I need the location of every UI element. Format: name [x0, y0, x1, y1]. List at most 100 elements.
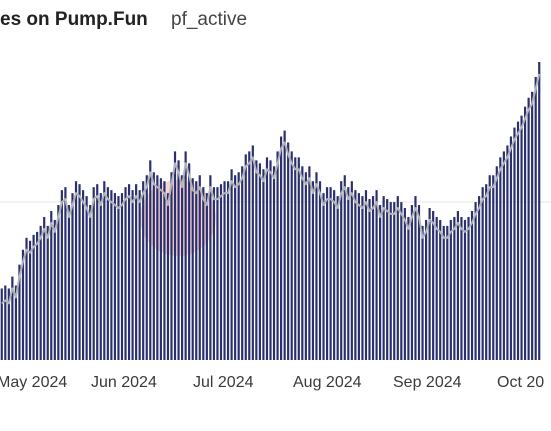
bar	[120, 193, 124, 360]
bar	[212, 187, 216, 360]
bar	[527, 97, 530, 360]
bar	[4, 285, 7, 360]
x-tick-label: Jul 2024	[193, 374, 254, 391]
bar	[272, 166, 276, 360]
bar	[343, 175, 346, 360]
bar	[152, 172, 155, 360]
bar	[485, 184, 488, 360]
bar	[53, 219, 56, 360]
x-tick-label: Sep 2024	[393, 374, 462, 391]
bar	[294, 157, 297, 360]
bar	[357, 193, 360, 360]
bar	[375, 190, 378, 360]
bar	[202, 187, 205, 360]
bar	[135, 184, 138, 360]
bar	[39, 225, 42, 360]
bar	[142, 181, 145, 360]
bar	[106, 187, 109, 360]
bar	[463, 219, 467, 360]
bar	[474, 202, 477, 360]
bar	[255, 160, 258, 360]
bar	[446, 225, 449, 360]
bar	[216, 187, 219, 360]
bar	[32, 234, 35, 360]
bar	[513, 127, 516, 360]
bar	[428, 208, 431, 360]
bar	[379, 205, 382, 360]
bar	[347, 187, 350, 360]
bar	[297, 157, 300, 360]
bar	[403, 208, 406, 360]
bar	[188, 163, 191, 360]
bar	[396, 196, 399, 360]
bar	[534, 76, 537, 361]
bar	[0, 288, 3, 360]
x-tick-label: May 2024	[0, 374, 67, 391]
bar	[393, 202, 396, 360]
bar	[198, 175, 201, 360]
bar	[315, 172, 318, 360]
bar	[251, 145, 254, 360]
bar	[389, 202, 392, 360]
bar	[488, 175, 491, 360]
bar	[46, 225, 49, 360]
bar	[14, 285, 18, 360]
bar	[304, 172, 307, 360]
bar	[410, 205, 414, 360]
bar	[7, 288, 10, 360]
bar	[60, 190, 63, 360]
bar	[333, 190, 336, 360]
bar	[64, 187, 67, 360]
bar	[340, 181, 343, 360]
bar	[28, 240, 32, 360]
bar	[99, 193, 102, 360]
bar	[67, 205, 71, 360]
bar	[82, 190, 85, 360]
bar	[170, 172, 173, 360]
bar	[177, 160, 180, 360]
bar	[470, 211, 474, 360]
chart-title: es on Pump.Fun	[0, 9, 148, 30]
bar	[308, 166, 311, 360]
bar	[159, 178, 162, 360]
bar	[57, 205, 60, 360]
bar	[127, 184, 131, 360]
x-tick-label: Aug 2024	[293, 374, 362, 391]
bar	[350, 181, 353, 360]
bar	[523, 106, 527, 360]
bar	[506, 145, 509, 360]
bar	[149, 160, 152, 360]
x-tick-label: Oct 20	[497, 374, 544, 391]
bar	[173, 151, 177, 360]
bar	[78, 184, 81, 360]
bar	[280, 136, 283, 360]
bar	[516, 121, 520, 360]
bar	[248, 151, 251, 360]
bar	[495, 166, 498, 360]
bar	[439, 219, 442, 360]
bar	[241, 166, 244, 360]
bar	[269, 160, 272, 360]
bar	[538, 62, 541, 360]
bar	[318, 181, 322, 360]
bar	[166, 193, 170, 360]
bar	[71, 193, 74, 360]
bar	[92, 187, 95, 360]
bar	[400, 202, 403, 360]
bar	[85, 196, 88, 360]
bar	[184, 151, 187, 360]
bar	[287, 142, 290, 360]
bar	[36, 231, 39, 360]
bar	[456, 211, 459, 360]
bar	[460, 216, 463, 360]
bar	[499, 157, 502, 360]
bar	[265, 157, 269, 360]
bar	[325, 187, 329, 360]
bar	[435, 216, 438, 360]
bar	[43, 216, 46, 360]
bar	[205, 193, 208, 360]
bar	[156, 175, 159, 360]
bar	[492, 175, 495, 360]
bar-series	[0, 62, 541, 361]
